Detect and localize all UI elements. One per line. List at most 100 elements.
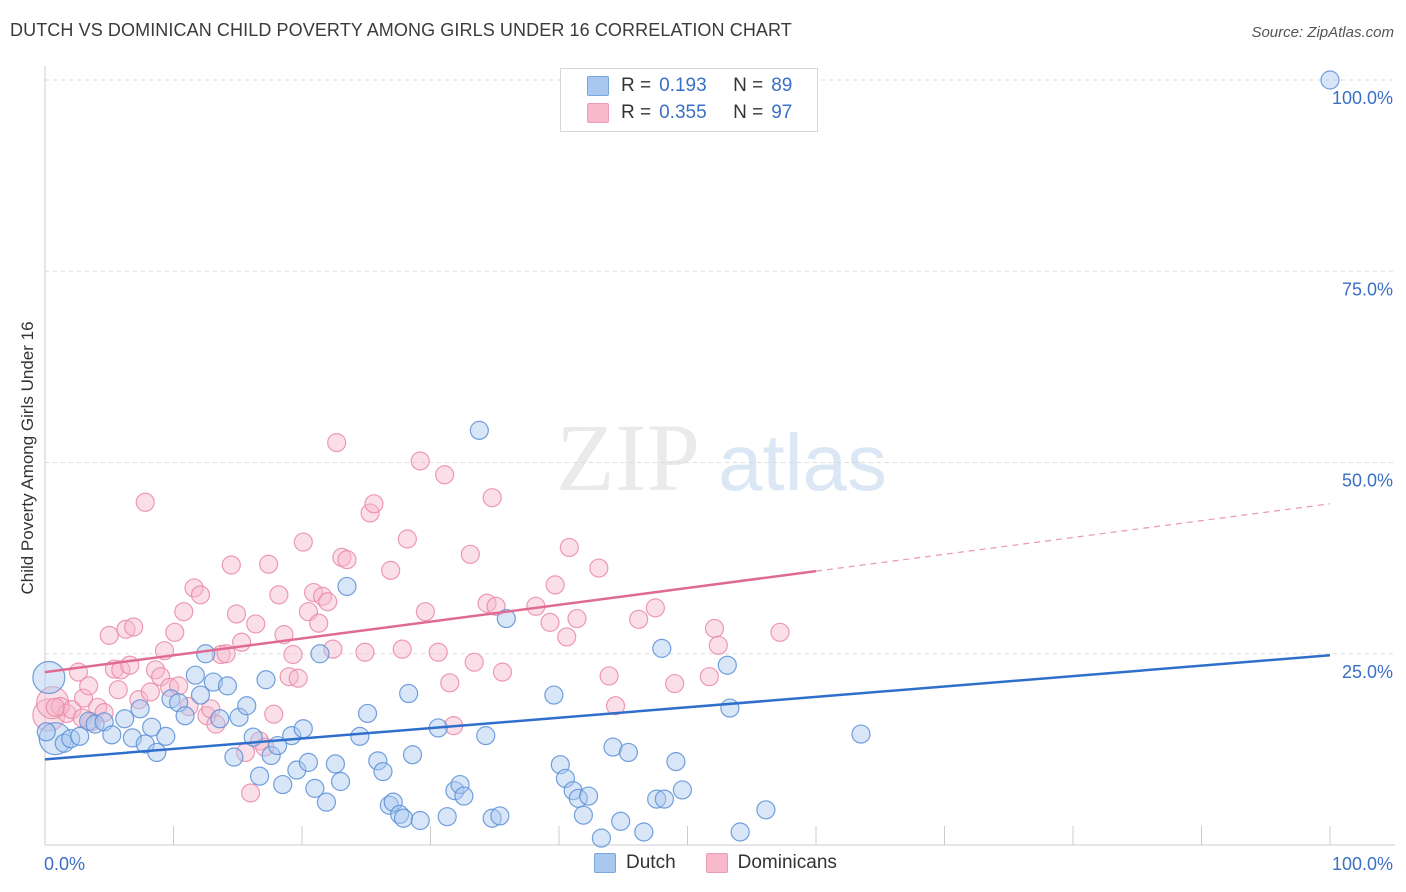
dutch-point: [496, 608, 516, 629]
dominicans-point: [699, 667, 719, 687]
dominicans-point: [397, 529, 417, 549]
dominicans-point: [327, 433, 347, 453]
dominicans-point: [135, 492, 155, 512]
dominicans-point: [629, 609, 649, 629]
legend-r-value: 0.355: [659, 102, 707, 123]
dominicans-point: [226, 604, 247, 624]
grid-lines: [45, 79, 1395, 655]
dutch-point: [147, 742, 167, 763]
dominicans-point: [482, 488, 502, 508]
dominicans-point: [99, 625, 119, 645]
legend-n-value: 89: [771, 75, 793, 96]
dutch-point: [210, 709, 230, 729]
y-tick-label: 100.0%: [1332, 88, 1393, 108]
dutch-point: [310, 644, 330, 664]
legend-r-label: R =: [621, 75, 652, 96]
dutch-point: [591, 828, 612, 848]
dutch-point: [185, 665, 205, 685]
dutch-point: [730, 822, 750, 842]
legend-swatch-dominicans: [587, 103, 609, 123]
dominicans-point: [464, 652, 484, 672]
dutch-point: [298, 752, 319, 772]
dominicans-point: [318, 592, 338, 612]
dutch-point: [237, 696, 257, 716]
dominicans-point: [337, 550, 357, 570]
dominicans-point: [435, 465, 455, 485]
dutch-point: [611, 811, 631, 831]
dutch-point: [720, 698, 740, 718]
dutch-point: [156, 726, 176, 746]
dutch-point: [756, 800, 776, 820]
dutch-point: [273, 774, 293, 795]
dominicans-point: [645, 598, 665, 618]
dominicans-point: [288, 668, 308, 688]
x-tick-label: 100.0%: [1332, 854, 1393, 874]
dutch-point: [36, 722, 56, 742]
trend-lines: [44, 503, 1331, 761]
dominicans-point: [309, 613, 329, 633]
dominicans-point: [708, 635, 728, 655]
dutch-point: [634, 822, 654, 842]
dutch-point: [337, 576, 357, 597]
dominicans-point: [440, 673, 460, 693]
dutch-point: [437, 807, 457, 827]
dominicans-point: [770, 622, 790, 642]
legend-swatch-dominicans: [705, 853, 728, 873]
dutch-point: [224, 747, 244, 767]
dutch-point: [555, 768, 576, 789]
axes: [44, 66, 1395, 846]
dominicans-point: [605, 696, 626, 716]
dominicans-point: [221, 555, 241, 575]
dutch-point: [390, 804, 410, 825]
y-tick-label: 50.0%: [1342, 471, 1393, 491]
dominicans-point: [241, 783, 261, 803]
dutch-point: [544, 685, 564, 705]
dutch-point: [399, 683, 419, 704]
dutch-point: [142, 717, 162, 737]
dominicans-point: [364, 494, 384, 514]
legend-row-dutch: R = 0.193 N = 89: [561, 73, 792, 99]
dutch-point: [330, 771, 351, 792]
dutch-point: [393, 808, 414, 828]
trend-line-dutch: [44, 654, 1331, 761]
dutch-point: [490, 806, 510, 826]
tick-labels: 25.0% 50.0% 75.0% 100.0% 0.0% 100.0%: [44, 88, 1393, 874]
dominicans-point: [174, 602, 194, 622]
legend-r-value: 0.193: [659, 75, 707, 96]
dutch-point: [102, 725, 122, 745]
dutch-point: [325, 754, 346, 774]
dutch-point: [130, 699, 150, 719]
dominicans-point: [559, 537, 579, 558]
dominicans-point: [589, 558, 609, 578]
chart-title: DUTCH VS DOMINICAN CHILD POVERTY AMONG G…: [10, 20, 792, 40]
dominicans-point: [124, 617, 144, 637]
dominicans-point: [73, 688, 94, 708]
dutch-point: [445, 781, 465, 801]
dutch-point: [175, 706, 195, 726]
dominicans-point: [492, 662, 513, 682]
dutch-point: [350, 726, 370, 746]
series-dominicans: [32, 433, 790, 803]
dominicans-point: [258, 554, 279, 574]
dominicans-point: [312, 586, 333, 606]
dutch-point: [357, 703, 378, 724]
dominicans-point: [140, 682, 160, 702]
dominicans-point: [381, 560, 401, 580]
legend-r-label: R =: [621, 102, 652, 123]
dutch-point: [454, 786, 474, 806]
dutch-point: [1320, 70, 1340, 90]
dutch-point: [305, 778, 325, 798]
dominicans-point: [428, 642, 448, 662]
dominicans-point: [269, 585, 289, 605]
legend-n-label: N =: [733, 102, 764, 123]
correlation-legend: R = 0.193 N = 89 R = 0.355 N = 97: [560, 68, 818, 132]
dominicans-point: [116, 619, 136, 639]
dominicans-point: [165, 622, 185, 642]
dutch-point: [666, 752, 686, 772]
dominicans-point: [557, 627, 577, 647]
dutch-point: [717, 655, 737, 675]
legend-label-dutch: Dutch: [626, 852, 676, 873]
dutch-point: [256, 670, 276, 690]
dutch-point: [647, 789, 667, 809]
